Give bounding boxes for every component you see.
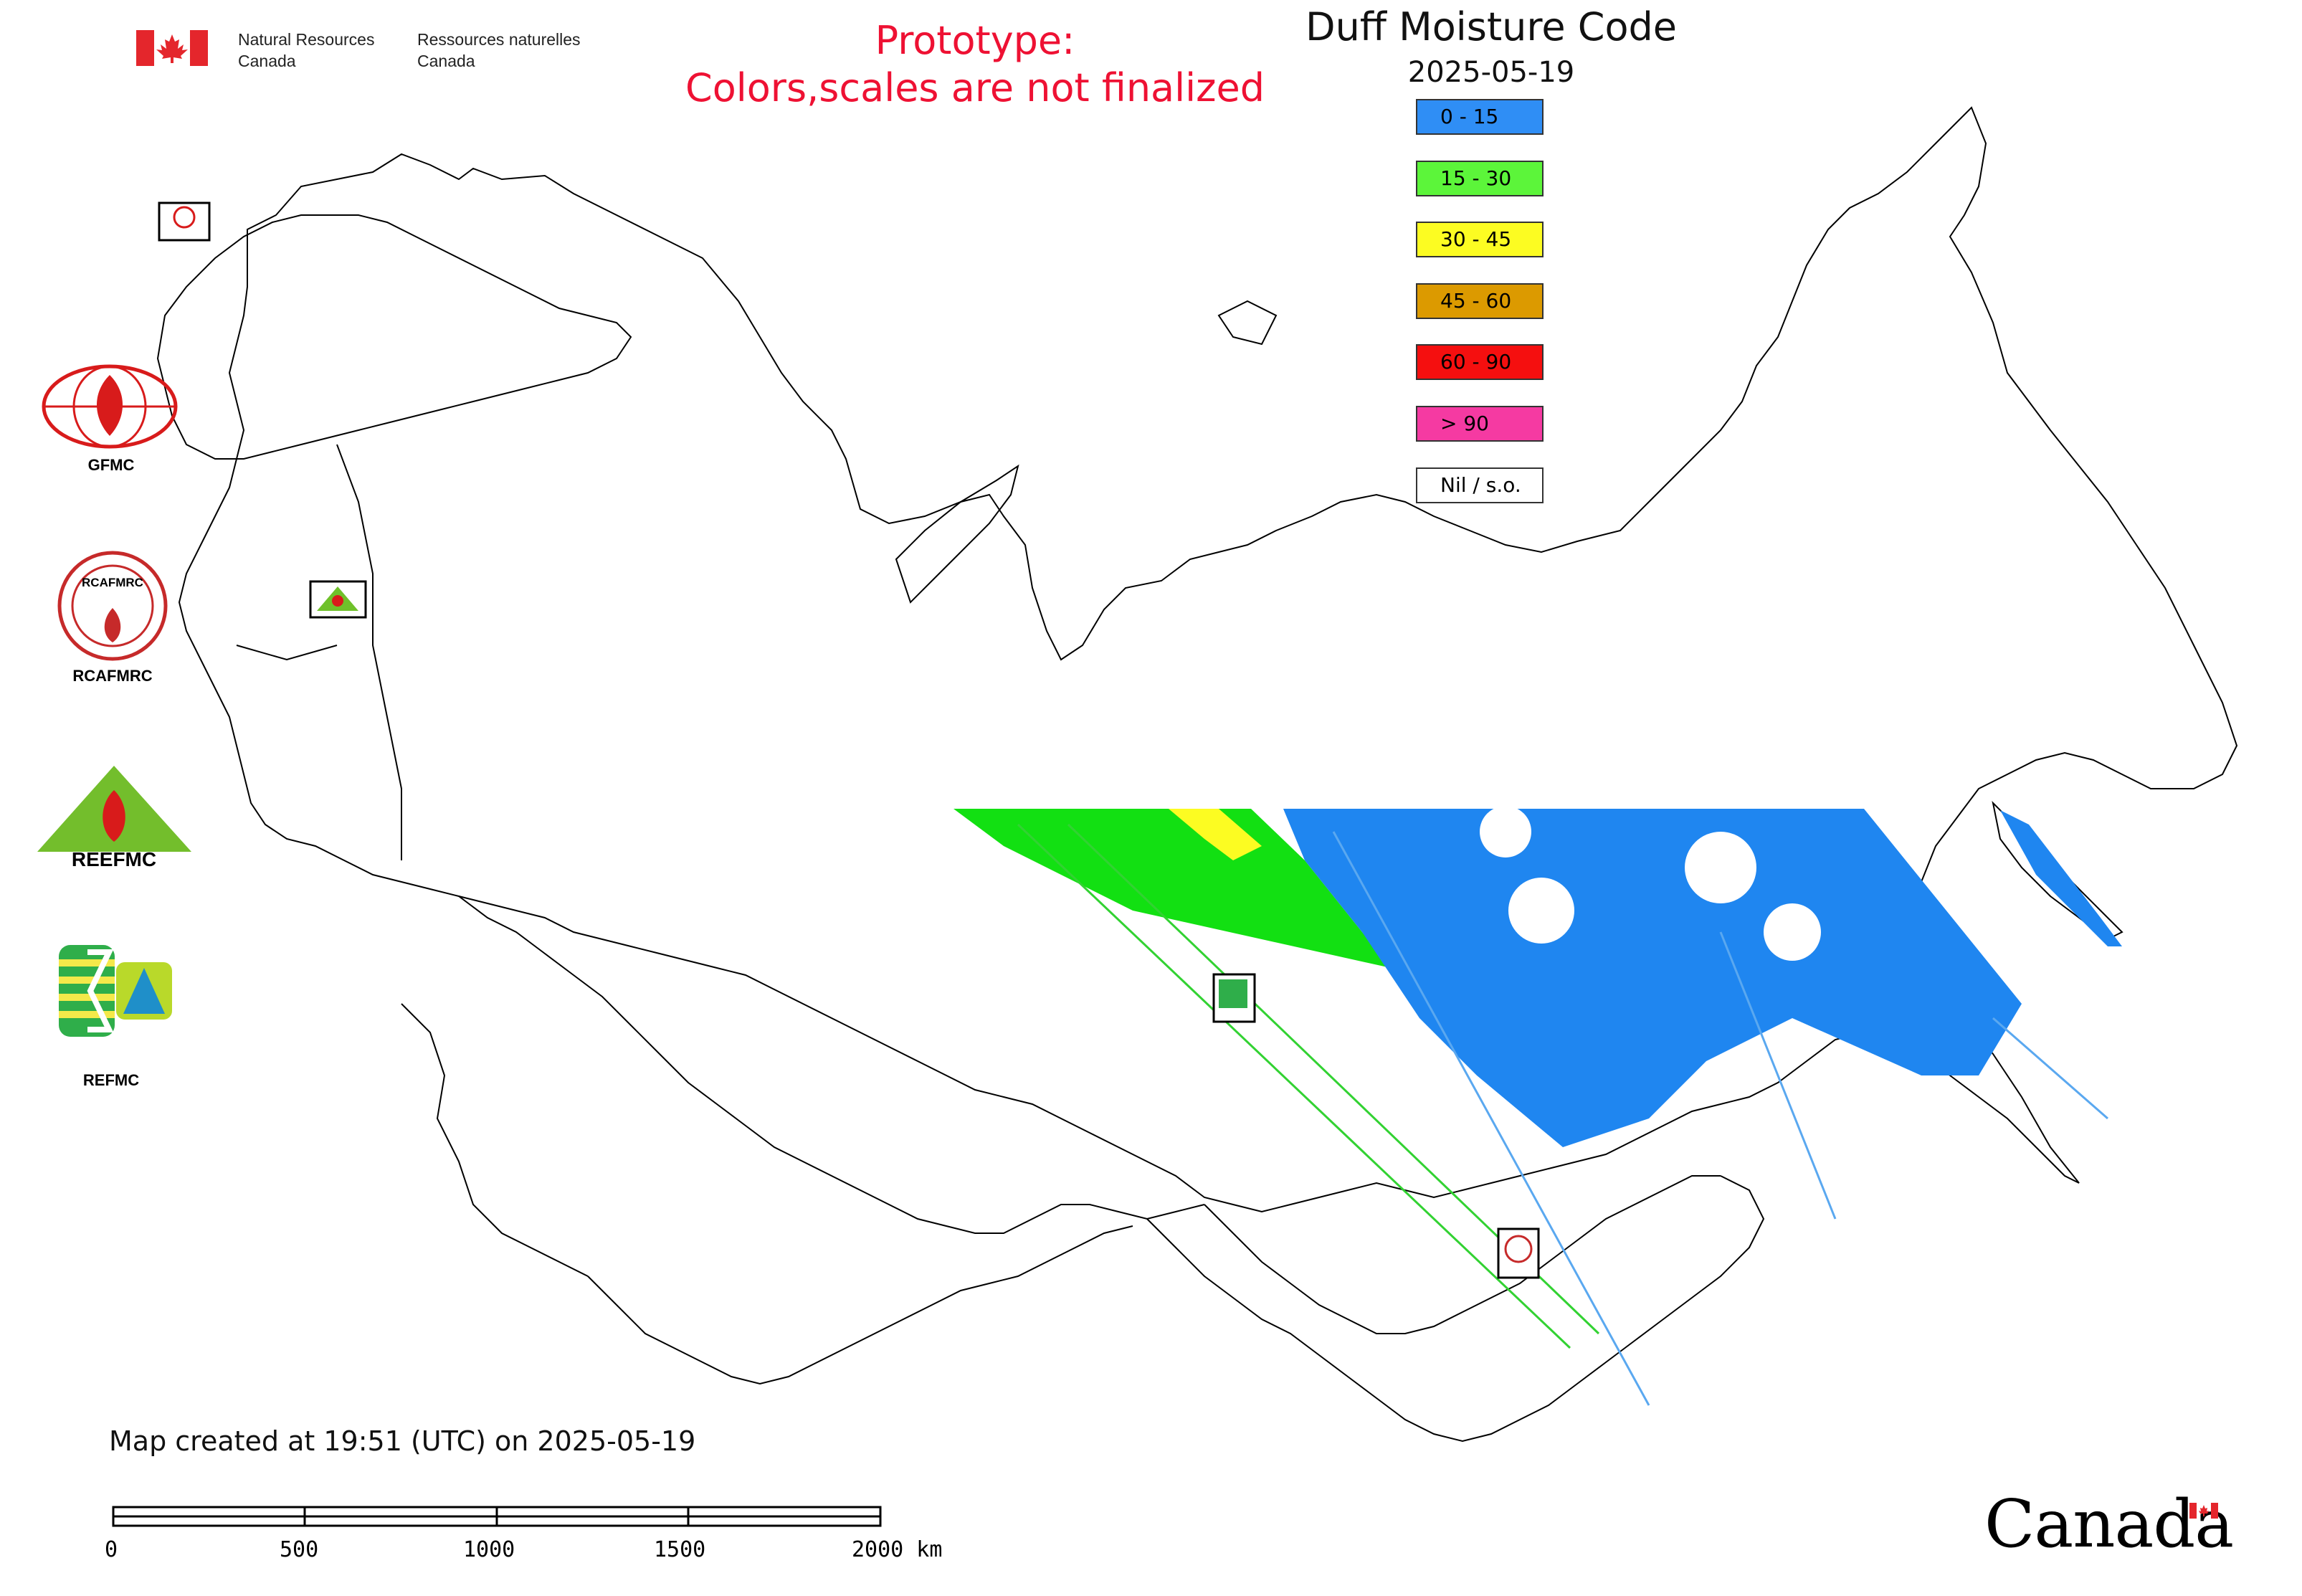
department-name-en: Natural Resources Canada xyxy=(238,30,375,70)
rcafmrc-label: RCAFMRC xyxy=(72,667,153,685)
map-title: Duff Moisture Code xyxy=(1305,4,1677,49)
scale-label-500: 500 xyxy=(280,1537,319,1562)
caspian-outline xyxy=(401,1003,589,1277)
scale-label-0: 0 xyxy=(105,1537,118,1562)
central-asia-outline xyxy=(587,1225,1133,1385)
dmc-yellow-band xyxy=(1169,809,1262,860)
legend-item: Nil / s.o. xyxy=(1416,467,1544,503)
legend-item: 45 - 60 xyxy=(1416,283,1544,319)
boundary-lines xyxy=(156,106,2238,1443)
legend-item: 15 - 30 xyxy=(1416,161,1544,196)
gfmc-logo xyxy=(42,364,178,449)
canada-flag-icon xyxy=(136,30,208,66)
map-created-note: Map created at 19:51 (UTC) on 2025-05-19 xyxy=(109,1425,696,1457)
map-date: 2025-05-19 xyxy=(1407,56,1575,89)
refmc-logo xyxy=(59,945,172,1037)
legend-item: > 90 xyxy=(1416,406,1544,442)
interior-border xyxy=(236,444,402,860)
severnaya-zemlya-outline xyxy=(1217,300,1278,346)
dmc-green-band xyxy=(953,809,1391,968)
china-border xyxy=(1204,1175,1721,1334)
gfmc-map-marker xyxy=(158,201,211,242)
novaya-zemlya-outline xyxy=(895,464,1019,604)
scandinavia-outline xyxy=(156,214,632,460)
dmc-coverage xyxy=(953,806,2122,1406)
department-name-fr: Ressources naturelles Canada xyxy=(417,30,581,70)
scale-label-1000: 1000 xyxy=(463,1537,515,1562)
legend-item: 30 - 45 xyxy=(1416,222,1544,257)
rcafmrc-logo: RCAFMRC xyxy=(57,551,168,661)
scale-bar xyxy=(112,1506,882,1527)
dmc-sakhalin-blue xyxy=(2000,810,2122,946)
legend-item: 60 - 90 xyxy=(1416,344,1544,380)
mongolia-outline xyxy=(1146,1175,1765,1443)
scale-label-1500: 1500 xyxy=(654,1537,706,1562)
reefmc-logo: REEFMC xyxy=(37,766,191,869)
prototype-notice: Prototype: Colors,scales are not finaliz… xyxy=(685,18,1265,110)
dmc-white-gaps xyxy=(1480,806,1821,961)
kazakhstan-outline xyxy=(458,896,1205,1234)
legend-item: 0 - 15 xyxy=(1416,99,1544,135)
reefmc-logo-text: REEFMC xyxy=(72,848,156,869)
wordmark-flag-icon xyxy=(2189,1503,2218,1519)
refmc-label: REFMC xyxy=(82,1071,140,1089)
center-markers xyxy=(158,201,1540,1279)
gfmc-label: GFMC xyxy=(87,456,135,474)
dmc-blue-band xyxy=(1283,809,2022,1147)
scale-label-2000: 2000 km xyxy=(852,1537,943,1562)
canada-wordmark: Canada xyxy=(1984,1486,2234,1562)
rcafmrc-logo-text: RCAFMRC xyxy=(82,576,143,589)
